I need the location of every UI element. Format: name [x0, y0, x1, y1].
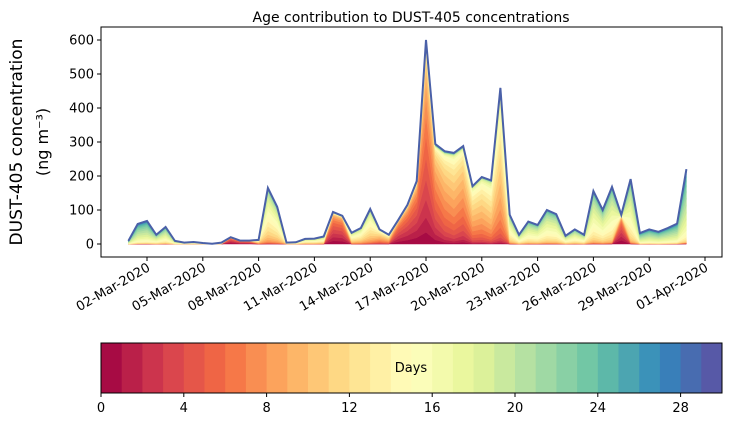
- colorbar-bin-16: [432, 343, 454, 393]
- colorbar-bin-20: [515, 343, 537, 393]
- colorbar-bin-1: [121, 343, 143, 393]
- colorbar-bin-12: [349, 343, 371, 393]
- total-outline: [127, 39, 688, 245]
- colorbar-bin-11: [328, 343, 350, 393]
- colorbar-bin-22: [556, 343, 578, 393]
- stacked-areas: [127, 39, 688, 245]
- colorbar-tick-label: 4: [180, 401, 188, 416]
- y-tick-label: 400: [69, 102, 94, 117]
- colorbar-bin-27: [659, 343, 682, 393]
- y-axis: 0 100 200 300 400 500 600: [69, 34, 101, 253]
- colorbar-tick-label: 20: [507, 401, 524, 416]
- colorbar-bin-25: [618, 343, 640, 393]
- colorbar-bin-13: [370, 343, 392, 393]
- colorbar-bin-0: [101, 343, 123, 393]
- colorbar-bin-21: [535, 343, 557, 393]
- colorbar-bin-17: [452, 343, 475, 393]
- colorbar-tick-label: 8: [262, 401, 270, 416]
- chart-title: Age contribution to DUST-405 concentrati…: [253, 10, 570, 26]
- colorbar-bin-26: [639, 343, 661, 393]
- colorbar-bin-29: [701, 343, 723, 393]
- colorbar-bin-18: [473, 343, 495, 393]
- colorbar-tick-label: 24: [590, 401, 607, 416]
- colorbar-bin-14: [390, 343, 412, 393]
- colorbar-label: Days: [395, 361, 428, 376]
- colorbar-bin-6: [225, 343, 247, 393]
- colorbar-bin-23: [577, 343, 599, 393]
- x-axis: 02-Mar-202005-Mar-202008-Mar-202011-Mar-…: [74, 257, 711, 315]
- colorbar: 0 4 8 12 16 20 24 28: [97, 342, 723, 416]
- y-tick-label: 300: [69, 136, 94, 151]
- colorbar-bin-5: [204, 343, 226, 393]
- plot-frame: [100, 26, 723, 258]
- y-axis-unit-label: (ng m⁻³): [33, 108, 52, 176]
- colorbar-bin-28: [680, 343, 702, 393]
- colorbar-tick-label: 12: [341, 401, 358, 416]
- colorbar-bin-3: [163, 343, 185, 393]
- colorbar-bin-4: [183, 343, 205, 393]
- y-tick-label: 600: [69, 34, 94, 49]
- y-tick-label: 0: [86, 238, 94, 253]
- colorbar-tick-label: 28: [672, 401, 689, 416]
- colorbar-bin-7: [245, 343, 268, 393]
- colorbar-bin-8: [266, 343, 288, 393]
- y-tick-label: 100: [69, 204, 94, 219]
- colorbar-bin-15: [411, 343, 433, 393]
- colorbar-bin-19: [494, 343, 516, 393]
- y-axis-label: DUST-405 concentration: [7, 39, 27, 246]
- y-tick-label: 500: [69, 68, 94, 83]
- colorbar-bin-2: [142, 343, 164, 393]
- colorbar-bin-9: [287, 343, 309, 393]
- y-tick-label: 200: [69, 170, 94, 185]
- colorbar-bin-10: [308, 343, 330, 393]
- colorbar-tick-label: 0: [97, 401, 105, 416]
- colorbar-frame: [100, 342, 723, 394]
- colorbar-bin-24: [597, 343, 619, 393]
- colorbar-tick-label: 16: [424, 401, 441, 416]
